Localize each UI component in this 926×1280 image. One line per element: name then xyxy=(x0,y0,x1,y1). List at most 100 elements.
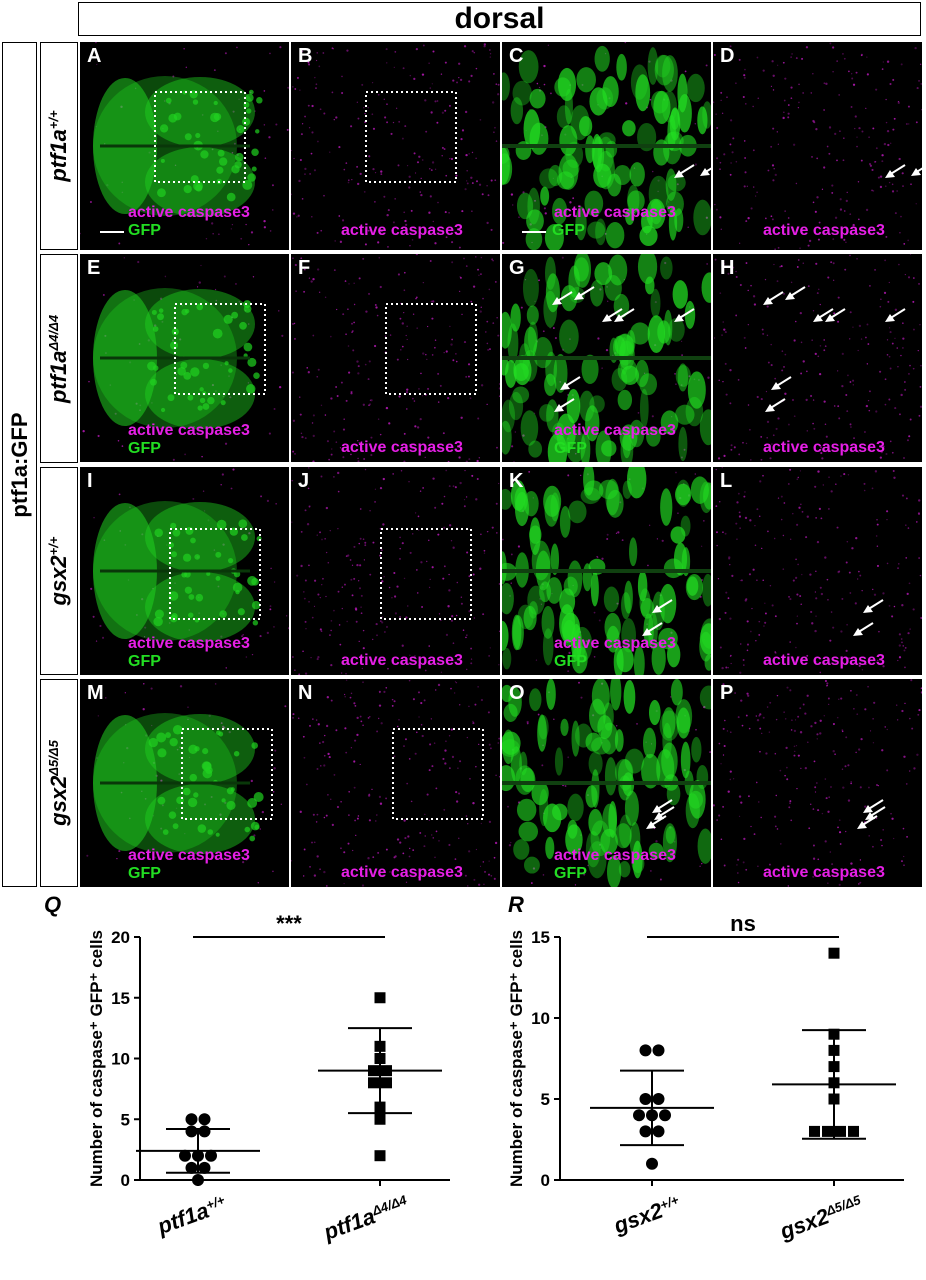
row-label-4: gsx2Δ5/Δ5 xyxy=(45,740,72,826)
header-title: dorsal xyxy=(78,2,921,36)
chart-r: 0 5 10 15 Number of caspase⁺ GFP⁺ cells ns gsx… xyxy=(507,911,904,1244)
row-label-3: gsx2+/+ xyxy=(45,536,72,606)
panel-letter: A xyxy=(87,45,102,67)
data-point xyxy=(646,1157,658,1170)
panel-letter: N xyxy=(298,682,313,704)
caption-caspase: active caspase3 xyxy=(128,422,250,439)
caption-caspase: active caspase3 xyxy=(554,847,676,864)
side-label: ptf1a:GFP xyxy=(6,411,32,518)
row-label-2: ptf1aΔ4/Δ4 xyxy=(45,314,72,403)
data-point xyxy=(828,947,840,959)
chart-r-letter: R xyxy=(508,892,524,917)
data-point xyxy=(368,1077,379,1089)
caption-caspase: active caspase3 xyxy=(128,204,250,221)
y-axis-label: Number of caspase⁺ GFP⁺ cells xyxy=(507,930,526,1187)
data-point xyxy=(205,1149,217,1162)
data-point xyxy=(639,1125,652,1138)
y-tick-label: 15 xyxy=(531,928,550,947)
panel-letter: G xyxy=(509,257,525,279)
data-point xyxy=(374,1113,386,1125)
caption-gfp: GFP xyxy=(552,222,585,239)
caption-gfp: GFP xyxy=(128,865,161,882)
significance-label: ns xyxy=(730,911,756,936)
data-point xyxy=(659,1109,671,1122)
panel-letter: B xyxy=(298,45,313,67)
row-label-box-1: ptf1a+/+ xyxy=(40,42,78,250)
panel-letter: I xyxy=(87,470,93,492)
y-tick-label: 15 xyxy=(111,989,130,1008)
data-point xyxy=(374,1150,386,1162)
caption-caspase: active caspase3 xyxy=(763,439,885,456)
caption-gfp: GFP xyxy=(128,653,161,670)
caption-caspase: active caspase3 xyxy=(341,222,463,239)
data-point xyxy=(179,1149,191,1162)
data-point xyxy=(835,1125,846,1137)
x-tick-label: gsx2+/+ xyxy=(609,1191,684,1239)
data-point xyxy=(198,1113,211,1126)
caption-gfp: GFP xyxy=(554,440,587,457)
data-point xyxy=(381,1077,392,1089)
y-tick-label: 10 xyxy=(531,1009,550,1028)
panel-letter: L xyxy=(720,470,733,492)
y-tick-label: 5 xyxy=(121,1110,130,1129)
significance-label: *** xyxy=(276,911,302,936)
data-point xyxy=(848,1125,859,1137)
chart-q: 0 5 10 15 20 Number of caspase⁺ GFP⁺ cells ***… xyxy=(87,911,450,1245)
data-point xyxy=(185,1113,198,1126)
y-tick-label: 0 xyxy=(541,1171,550,1190)
caption-gfp: GFP xyxy=(554,865,587,882)
data-point xyxy=(198,1125,211,1138)
y-axis-label: Number of caspase⁺ GFP⁺ cells xyxy=(87,930,106,1187)
data-point xyxy=(198,1161,211,1174)
data-point xyxy=(639,1044,652,1057)
panel-letter: M xyxy=(87,682,104,704)
row-label-box-4: gsx2Δ5/Δ5 xyxy=(40,679,78,887)
x-tick-label: gsx2Δ5/Δ5 xyxy=(776,1191,867,1244)
data-point xyxy=(652,1125,665,1138)
caption-gfp: GFP xyxy=(554,653,587,670)
caption-caspase: active caspase3 xyxy=(128,635,250,652)
caption-caspase: active caspase3 xyxy=(341,652,463,669)
x-tick-label: ptf1a+/+ xyxy=(153,1191,230,1239)
panel-letter: H xyxy=(720,257,735,279)
x-tick-label: ptf1aΔ4/Δ4 xyxy=(319,1191,412,1245)
data-point xyxy=(185,1161,198,1174)
chart-q-letter: Q xyxy=(44,892,62,917)
panel-letter: J xyxy=(298,470,310,492)
data-point xyxy=(633,1109,645,1122)
caption-caspase: active caspase3 xyxy=(341,864,463,881)
caption-caspase: active caspase3 xyxy=(341,439,463,456)
panel-letter: E xyxy=(87,257,101,279)
panel-letter: O xyxy=(509,682,525,704)
caption-gfp: GFP xyxy=(128,222,161,239)
side-label-box: ptf1a:GFP xyxy=(2,42,37,887)
caption-caspase: active caspase3 xyxy=(128,847,250,864)
data-point xyxy=(639,1093,652,1105)
caption-gfp: GFP xyxy=(128,440,161,457)
data-point xyxy=(652,1044,665,1057)
y-tick-label: 20 xyxy=(111,928,130,947)
caption-caspase: active caspase3 xyxy=(554,635,676,652)
panel-letter: K xyxy=(509,470,524,492)
panel-letter: P xyxy=(720,682,734,704)
data-point xyxy=(374,992,386,1004)
caption-caspase: active caspase3 xyxy=(763,864,885,881)
caption-caspase: active caspase3 xyxy=(763,222,885,239)
caption-caspase: active caspase3 xyxy=(763,652,885,669)
y-tick-label: 0 xyxy=(121,1171,130,1190)
row-label-1: ptf1a+/+ xyxy=(45,110,72,182)
data-point xyxy=(652,1093,665,1105)
